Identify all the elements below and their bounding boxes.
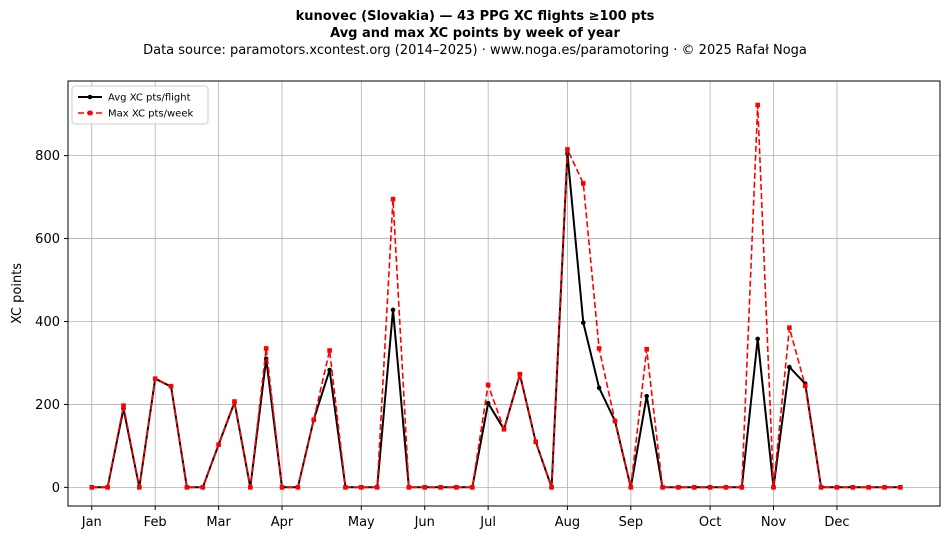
x-tick-label: Jan xyxy=(81,515,102,530)
max-point xyxy=(787,325,792,331)
legend-max-label: Max XC pts/week xyxy=(108,109,193,120)
max-point xyxy=(866,485,871,490)
max-point xyxy=(691,485,697,490)
avg-point xyxy=(596,385,602,391)
series-layer xyxy=(89,102,903,490)
max-point xyxy=(533,439,539,445)
avg-point xyxy=(485,400,491,406)
max-series-line xyxy=(91,104,901,489)
max-point xyxy=(343,485,348,490)
max-point xyxy=(802,383,808,389)
x-tick-label: Nov xyxy=(761,515,787,530)
x-tick-label: Oct xyxy=(699,515,721,530)
max-point xyxy=(580,181,586,186)
max-point xyxy=(152,376,158,382)
chart-data-source: Data source: paramotors.xcontest.org (20… xyxy=(143,43,807,58)
x-tick-label: Aug xyxy=(555,515,580,530)
legend-max-marker xyxy=(87,110,93,116)
max-point xyxy=(723,485,729,490)
max-point xyxy=(89,485,95,490)
max-point xyxy=(406,485,412,490)
x-tick-label: Jul xyxy=(479,515,496,530)
max-point xyxy=(771,485,776,490)
max-point xyxy=(184,485,190,490)
max-point xyxy=(549,485,554,490)
max-point xyxy=(517,371,523,377)
x-tick-label: Jun xyxy=(414,515,435,530)
max-point xyxy=(168,383,174,389)
y-tick-label: 400 xyxy=(35,315,60,330)
max-point xyxy=(454,485,459,490)
x-tick-label: May xyxy=(348,515,375,530)
max-point xyxy=(898,485,903,490)
avg-point xyxy=(644,393,649,399)
max-point xyxy=(216,442,221,447)
series-max xyxy=(89,102,903,490)
x-tick-label: Mar xyxy=(206,515,231,530)
plot-frame xyxy=(67,80,941,507)
max-point xyxy=(501,426,507,432)
legend-avg-marker xyxy=(87,94,93,100)
avg-point xyxy=(390,307,396,313)
max-point xyxy=(311,417,317,423)
max-point xyxy=(485,382,491,388)
max-point xyxy=(850,485,856,490)
max-point xyxy=(628,485,634,490)
avg-point xyxy=(787,364,792,370)
max-point xyxy=(327,348,332,353)
max-point xyxy=(295,485,301,490)
max-point xyxy=(707,485,713,490)
max-point xyxy=(121,403,126,408)
max-point xyxy=(834,485,840,490)
y-axis-label: XC points xyxy=(10,263,25,324)
chart-subtitle-main: Avg and max XC points by week of year xyxy=(330,26,620,41)
y-tick-label: 0 xyxy=(52,481,60,496)
x-tick-label: Feb xyxy=(144,515,167,530)
max-point xyxy=(137,485,142,490)
max-point xyxy=(882,485,887,490)
max-point xyxy=(248,485,253,490)
max-point xyxy=(676,485,681,490)
avg-point xyxy=(755,336,760,342)
max-point xyxy=(422,485,428,490)
max-point xyxy=(374,485,380,490)
chart-title: kunovec (Slovakia) — 43 PPG XC flights ≥… xyxy=(295,9,655,24)
max-point xyxy=(200,485,206,490)
max-point xyxy=(818,485,824,490)
max-point xyxy=(755,102,760,108)
x-tick-label: Apr xyxy=(271,515,294,530)
max-point xyxy=(660,485,665,490)
max-point xyxy=(644,346,649,352)
legend: Avg XC pts/flight Max XC pts/week xyxy=(71,85,209,125)
y-tick-label: 800 xyxy=(35,149,60,164)
axis-ticks: 0 200 400 600 800 Jan Feb Mar Apr May Jun Jul Aug Sep… xyxy=(35,149,849,530)
max-point xyxy=(469,485,475,490)
max-point xyxy=(232,399,237,404)
max-point xyxy=(390,196,396,202)
max-point xyxy=(105,485,110,490)
max-point xyxy=(438,485,443,490)
y-tick-label: 200 xyxy=(35,398,60,413)
legend-avg-label: Avg XC pts/flight xyxy=(108,93,191,104)
max-point xyxy=(263,346,269,351)
max-point xyxy=(612,418,618,424)
max-point xyxy=(739,485,745,490)
y-tick-label: 600 xyxy=(35,232,60,247)
x-tick-label: Dec xyxy=(824,515,849,530)
avg-point xyxy=(327,367,332,373)
max-point xyxy=(565,147,570,152)
x-tick-label: Sep xyxy=(619,515,644,530)
max-point xyxy=(359,485,364,490)
max-point xyxy=(596,346,602,351)
avg-point xyxy=(580,320,586,326)
chart-titles: kunovec (Slovakia) — 43 PPG XC flights ≥… xyxy=(0,8,950,59)
legend-box xyxy=(71,85,209,125)
max-point xyxy=(279,485,285,490)
series-avg xyxy=(89,151,903,490)
grid xyxy=(68,81,940,506)
